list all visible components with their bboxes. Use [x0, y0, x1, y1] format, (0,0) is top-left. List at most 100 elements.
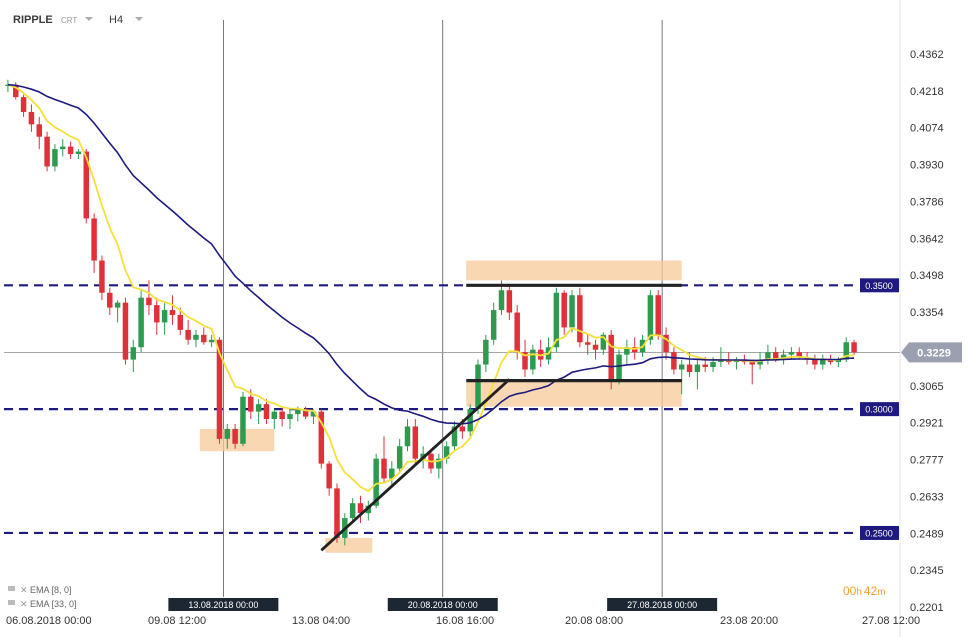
candle-body	[686, 364, 693, 372]
candle-body	[114, 302, 121, 308]
y-tick-label: 0.3065	[910, 381, 944, 393]
support-resistance-zone	[466, 379, 682, 407]
candle-body	[671, 352, 677, 370]
candle-body	[702, 364, 708, 368]
candle-body	[302, 409, 309, 417]
candle-body	[193, 334, 199, 340]
close-icon[interactable]: ✕	[20, 599, 28, 609]
level-label: 0.2500	[865, 528, 893, 538]
candle-body	[694, 364, 701, 372]
candle-body	[608, 334, 614, 380]
x-tick-label: 13.08 04:00	[292, 615, 350, 627]
candle-body	[483, 339, 489, 365]
vline-label: 27.08.2018 00:00	[627, 600, 697, 610]
countdown-minutes: 42	[864, 584, 878, 598]
y-tick-label: 0.2777	[910, 455, 944, 467]
candle-body	[52, 149, 58, 167]
candle-body	[248, 396, 254, 412]
candle-body	[843, 342, 849, 360]
drawings-layer	[320, 283, 682, 552]
candle-body	[389, 468, 395, 479]
indicator-ema-fast[interactable]: EMA [8, 0]	[30, 585, 72, 595]
y-tick-label: 0.2201	[910, 602, 944, 614]
indicator-icon	[8, 586, 15, 591]
candle-body	[490, 310, 497, 340]
candle-body	[655, 295, 661, 335]
chevron-down-icon[interactable]	[135, 17, 143, 21]
candle-body	[624, 347, 630, 355]
countdown-hours-unit: h	[856, 587, 862, 598]
candle-body	[561, 292, 567, 328]
countdown-timer: 00h 42m	[843, 584, 886, 598]
y-tick-label: 0.4218	[910, 86, 944, 98]
candle-body	[36, 124, 42, 137]
ema-layer	[7, 83, 855, 493]
support-resistance-zone	[466, 260, 682, 281]
symbol-label[interactable]: RIPPLE	[13, 14, 53, 26]
candle-body	[404, 426, 411, 447]
candle-body	[373, 458, 379, 506]
drawn-trendline[interactable]	[320, 378, 511, 552]
y-tick-label: 0.3930	[910, 160, 944, 172]
candle-body	[569, 295, 575, 328]
vline-label: 13.08.2018 00:00	[188, 600, 258, 610]
candle-body	[553, 292, 560, 348]
candle-body	[357, 503, 364, 514]
candle-body	[75, 151, 82, 155]
indicator-icon	[8, 600, 15, 605]
candle-body	[718, 359, 724, 363]
y-tick-label: 0.3498	[910, 270, 944, 282]
candle-body	[240, 396, 246, 444]
candle-body	[443, 446, 450, 459]
candle-body	[216, 339, 223, 439]
candle-body	[208, 339, 215, 343]
candle-body	[295, 409, 301, 415]
candle-body	[177, 315, 184, 330]
x-tick-label: 16.08 16:00	[436, 615, 494, 627]
candle-body	[201, 334, 207, 343]
grid-layer	[222, 20, 663, 597]
candle-body	[616, 354, 622, 380]
y-tick-label: 0.2345	[910, 565, 944, 577]
candle-body	[154, 305, 160, 323]
candle-body	[584, 342, 591, 345]
candle-body	[678, 364, 685, 370]
candle-body	[812, 359, 818, 365]
candle-body	[334, 488, 340, 538]
candle-body	[710, 362, 716, 368]
vline-label-bg	[168, 598, 279, 611]
timeframe-label[interactable]: H4	[109, 14, 123, 26]
candle-body	[255, 404, 262, 412]
indicator-ema-slow[interactable]: EMA [33, 0]	[30, 599, 77, 609]
level-label: 0.3500	[865, 281, 893, 291]
candle-body	[600, 334, 607, 350]
candle-body	[67, 146, 74, 155]
candle-body	[13, 84, 19, 98]
candle-body	[20, 97, 27, 112]
ema-fast-line	[7, 83, 855, 493]
candle-body	[161, 310, 168, 323]
candle-body	[436, 458, 442, 469]
candle-body	[263, 404, 270, 420]
candle-body	[122, 302, 129, 360]
chevron-down-icon[interactable]	[85, 17, 93, 21]
vline-label: 20.08.2018 00:00	[408, 600, 478, 610]
price-tag-label: 0.3229	[917, 347, 951, 359]
x-tick-label: 23.08 20:00	[720, 615, 778, 627]
candle-body	[514, 312, 520, 353]
y-tick-label: 0.4074	[910, 123, 944, 135]
y-tick-label: 0.3354	[910, 307, 944, 319]
candle-body	[169, 310, 176, 316]
candle-body	[451, 426, 458, 447]
candle-body	[310, 411, 317, 417]
candle-body	[647, 295, 654, 340]
level-label-bg	[860, 525, 899, 540]
y-tick-label: 0.3642	[910, 233, 944, 245]
chart-type-label[interactable]: CRT	[61, 16, 77, 25]
candle-body	[765, 352, 771, 360]
candle-body	[506, 290, 513, 313]
candle-body	[107, 292, 113, 308]
candle-body	[827, 359, 834, 363]
close-icon[interactable]: ✕	[20, 585, 28, 595]
